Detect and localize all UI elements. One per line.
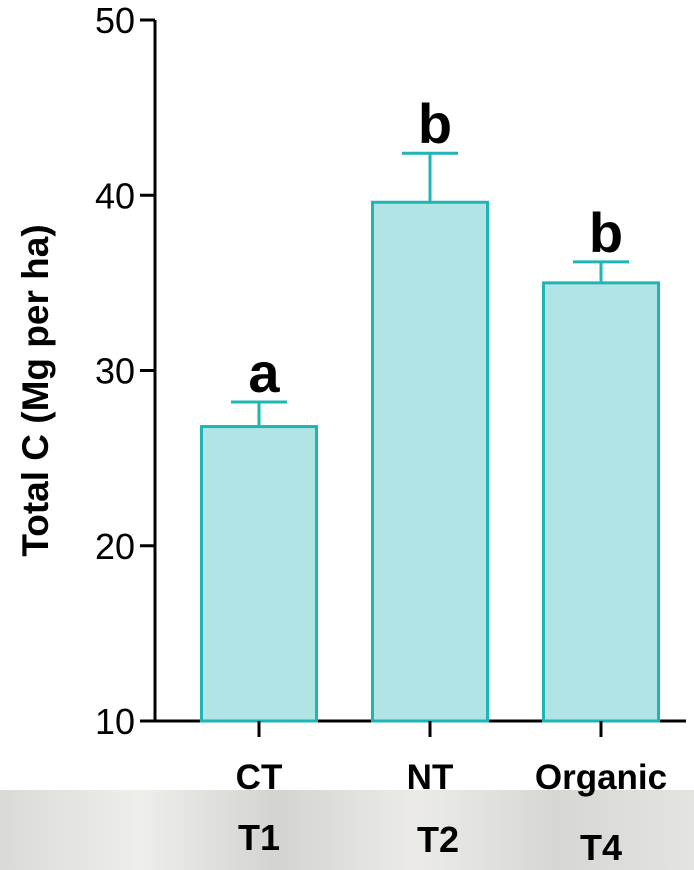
- y-tick-label: 40: [95, 175, 135, 216]
- x-tick-labels: CT NT Organic T1 T2 T4: [236, 721, 667, 868]
- y-axis-label: Total C (Mg per ha): [15, 224, 56, 556]
- bar-nt: [371, 200, 489, 723]
- y-tick-label: 30: [95, 351, 135, 392]
- y-ticks: 10 20 30 40 50: [95, 0, 155, 742]
- bottom-background-strip: [0, 790, 694, 870]
- bar-organic: [542, 281, 660, 723]
- significance-letter: b: [589, 201, 623, 264]
- treatment-label: T1: [238, 817, 280, 858]
- x-tick-label: CT: [236, 758, 283, 797]
- significance-letter: a: [248, 341, 280, 404]
- bars: a b b: [200, 92, 660, 723]
- y-tick-label: 50: [95, 0, 135, 41]
- y-tick-label: 20: [95, 526, 135, 567]
- x-tick-label: NT: [407, 758, 454, 797]
- bar-ct: [200, 425, 318, 723]
- treatment-label: T4: [580, 827, 622, 868]
- x-tick-label: Organic: [535, 758, 667, 797]
- significance-letter: b: [418, 92, 452, 155]
- y-tick-label: 10: [95, 701, 135, 742]
- treatment-label: T2: [417, 819, 459, 860]
